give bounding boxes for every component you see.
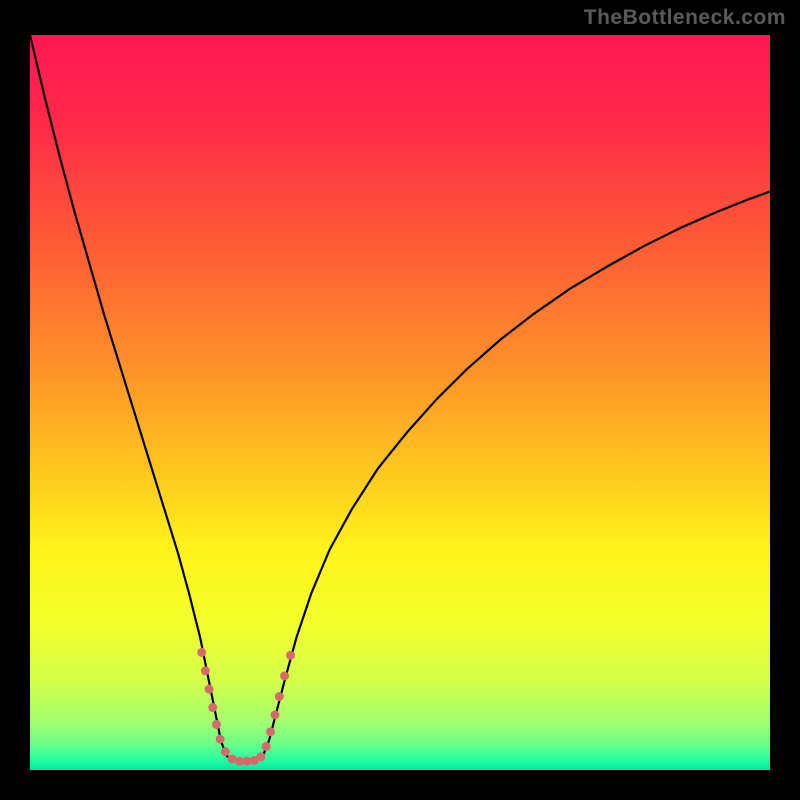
band-dot: [216, 735, 225, 744]
band-dot: [221, 747, 230, 756]
band-dot: [270, 710, 279, 719]
bottleneck-chart: [30, 35, 770, 770]
chart-svg: [30, 35, 770, 770]
band-dot: [280, 671, 289, 680]
band-dot: [256, 752, 265, 761]
band-dot: [212, 720, 221, 729]
frame-right: [770, 0, 800, 800]
band-dot: [201, 666, 210, 675]
frame-left: [0, 0, 30, 800]
band-dot: [205, 685, 214, 694]
gradient-background: [30, 35, 770, 770]
band-dot: [275, 692, 284, 701]
band-dot: [197, 648, 206, 657]
band-dot: [208, 703, 217, 712]
frame-bottom: [0, 770, 800, 800]
band-dot: [262, 742, 271, 751]
band-dot: [266, 727, 275, 736]
watermark-text: TheBottleneck.com: [584, 6, 786, 30]
band-dot: [286, 651, 295, 660]
